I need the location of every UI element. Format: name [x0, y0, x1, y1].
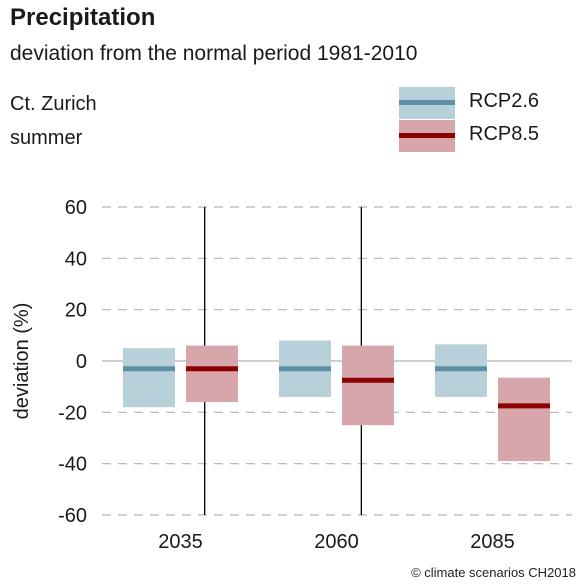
- season-label: summer: [10, 127, 83, 149]
- y-axis-label: deviation (%): [11, 303, 33, 420]
- range-box-rcp85-2035: [186, 345, 238, 403]
- y-tick-label: 20: [65, 300, 87, 322]
- chart-title: Precipitation: [10, 4, 156, 31]
- y-tick-label: 60: [65, 197, 87, 219]
- range-box-rcp85-2060: [342, 345, 394, 426]
- legend-line-rcp26: [399, 100, 455, 105]
- y-tick-label: -60: [58, 505, 87, 527]
- legend-line-rcp85: [399, 133, 455, 138]
- legend-label-rcp26: RCP2.6: [469, 90, 540, 112]
- legend-item-rcp85: RCP8.5: [399, 120, 579, 152]
- y-tick-label: -20: [58, 402, 87, 424]
- x-tick-label: 2060: [314, 531, 359, 553]
- region-label: Ct. Zurich: [10, 93, 97, 115]
- chart-subtitle: deviation from the normal period 1981-20…: [10, 42, 418, 65]
- range-box-rcp85-2085: [498, 377, 550, 462]
- y-tick-label: 40: [65, 248, 87, 270]
- x-tick-label: 2035: [158, 531, 203, 553]
- y-tick-label: 0: [76, 351, 87, 373]
- y-tick-label: -40: [58, 454, 87, 476]
- legend-item-rcp26: RCP2.6: [399, 87, 579, 119]
- range-box-rcp26-2035: [123, 348, 175, 408]
- legend-label-rcp85: RCP8.5: [469, 123, 540, 145]
- credit-text: © climate scenarios CH2018: [411, 565, 576, 580]
- x-tick-label: 2085: [470, 531, 515, 553]
